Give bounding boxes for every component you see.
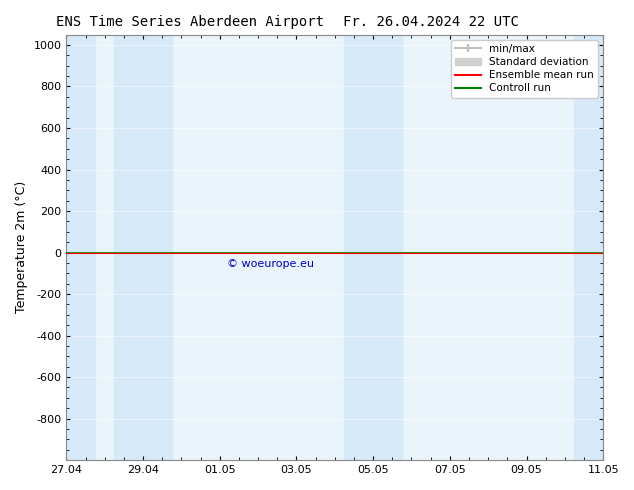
Bar xyxy=(37,35,95,460)
Text: ENS Time Series Aberdeen Airport: ENS Time Series Aberdeen Airport xyxy=(56,15,324,29)
Legend: min/max, Standard deviation, Ensemble mean run, Controll run: min/max, Standard deviation, Ensemble me… xyxy=(451,40,598,98)
Text: Fr. 26.04.2024 22 UTC: Fr. 26.04.2024 22 UTC xyxy=(343,15,519,29)
Bar xyxy=(114,35,172,460)
Bar xyxy=(344,35,402,460)
Y-axis label: Temperature 2m (°C): Temperature 2m (°C) xyxy=(15,181,28,314)
Bar xyxy=(574,35,632,460)
Text: © woeurope.eu: © woeurope.eu xyxy=(228,259,314,269)
